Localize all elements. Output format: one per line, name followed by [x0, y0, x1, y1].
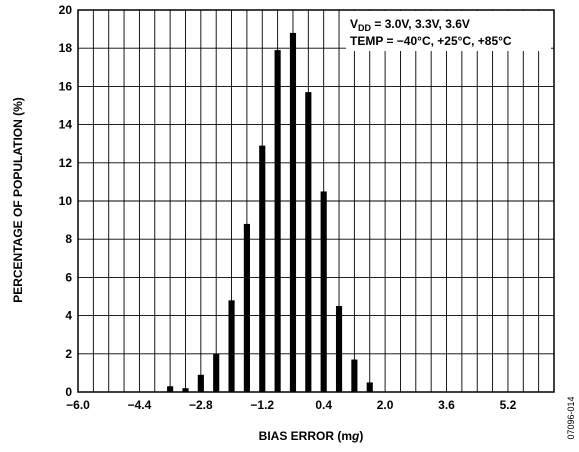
y-tick-labels: 0 2 4 6 8 10 12 14 16 18 20	[59, 3, 73, 399]
annotation-line-2: TEMP = −40°C, +25°C, +85°C	[350, 34, 512, 48]
histogram-bar	[213, 353, 220, 392]
bars	[167, 32, 373, 393]
histogram-bar	[167, 386, 174, 392]
y-tick-label: 16	[59, 79, 73, 93]
grid-lines	[78, 10, 554, 392]
y-tick-label: 20	[59, 3, 73, 17]
y-tick-label: 12	[59, 156, 73, 170]
plot-frame	[77, 9, 555, 393]
histogram-bar	[289, 32, 297, 393]
histogram-bar	[259, 145, 266, 392]
x-tick-label: 5.2	[500, 398, 517, 412]
histogram-bar	[197, 374, 204, 392]
histogram-bar	[228, 300, 235, 392]
figure-id: 07096-014	[566, 396, 576, 439]
histogram-bar	[305, 92, 312, 392]
y-tick-label: 4	[65, 309, 72, 323]
y-tick-label: 6	[65, 270, 72, 284]
y-tick-label: 0	[65, 385, 72, 399]
y-tick-label: 10	[59, 194, 73, 208]
annotation-background	[346, 11, 551, 51]
histogram-bar	[320, 191, 327, 392]
y-tick-label: 8	[65, 232, 72, 246]
histogram-bar	[351, 359, 358, 392]
histogram-bar	[335, 306, 343, 392]
histogram-bar	[243, 223, 250, 392]
x-tick-label: 0.4	[315, 398, 332, 412]
x-tick-labels: −6.0 −4.4 −2.8 −1.2 0.4 2.0 3.6 5.2	[66, 398, 516, 412]
x-axis-title: BIAS ERROR (mg)	[259, 429, 364, 443]
x-tick-label: −1.2	[250, 398, 274, 412]
x-tick-label: 2.0	[377, 398, 394, 412]
histogram-bar	[366, 382, 373, 392]
histogram-bar	[182, 388, 189, 392]
x-tick-label: 3.6	[438, 398, 455, 412]
histogram-bar	[274, 50, 281, 393]
x-tick-label: −4.4	[128, 398, 152, 412]
x-tick-label: −2.8	[189, 398, 213, 412]
y-tick-label: 18	[59, 41, 73, 55]
x-tick-label: −6.0	[66, 398, 90, 412]
y-tick-label: 2	[65, 347, 72, 361]
y-axis-title: PERCENTAGE OF POPULATION (%)	[11, 97, 25, 303]
y-tick-label: 14	[59, 118, 73, 132]
annotation-line-1: VDD = 3.0V, 3.3V, 3.6V	[350, 17, 470, 33]
